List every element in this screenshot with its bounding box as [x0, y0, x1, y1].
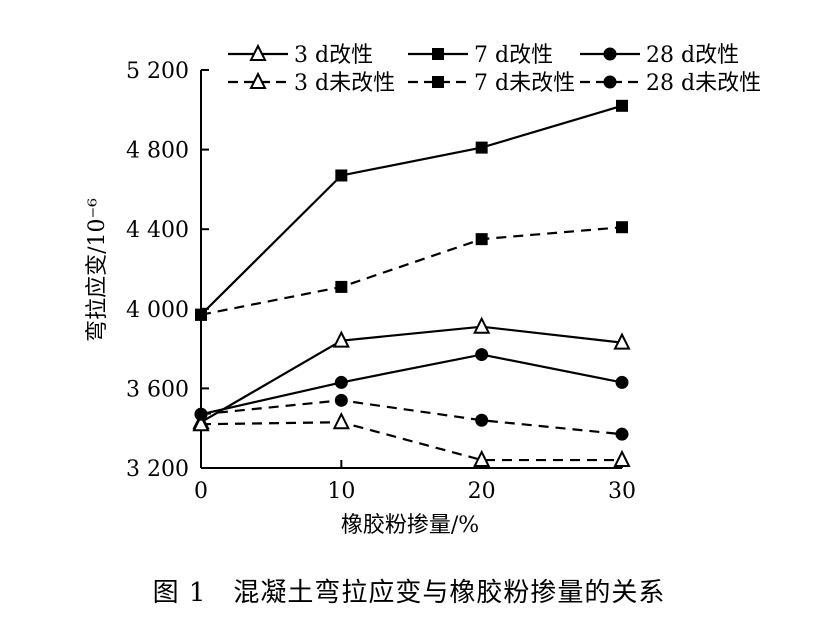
legend-marker — [603, 75, 617, 89]
series-line — [200, 325, 623, 424]
y-tick-label: 5 200 — [126, 59, 189, 84]
data-point — [613, 449, 631, 468]
data-point — [475, 233, 488, 246]
legend-entry: 3 d未改性 — [228, 71, 395, 96]
series-4 — [195, 221, 628, 321]
data-point — [192, 413, 210, 432]
axes: 3 200 3 600 4 000 4 400 4 800 5 200 0 10 20 30 — [126, 59, 636, 504]
data-point — [332, 411, 350, 430]
series-line — [200, 399, 623, 436]
legend-marker — [249, 43, 267, 61]
x-tick-label: 30 — [608, 479, 636, 504]
legend-label: 3 d未改性 — [294, 71, 395, 96]
legend-marker — [432, 76, 444, 88]
y-tick-label: 3 200 — [126, 457, 189, 482]
legend-label: 7 d未改性 — [474, 71, 575, 96]
x-tick-label: 0 — [194, 479, 208, 504]
series-0 — [192, 316, 631, 430]
data-point — [615, 427, 629, 441]
data-point — [475, 413, 489, 427]
y-tick-label: 4 000 — [126, 298, 189, 323]
data-point — [615, 375, 629, 389]
legend-marker — [432, 48, 444, 60]
legend-label: 28 d未改性 — [646, 71, 761, 96]
legend-entry: 3 d改性 — [228, 43, 373, 68]
x-tick-label: 20 — [468, 479, 496, 504]
y-tick-label: 4 800 — [126, 139, 189, 164]
data-point — [335, 280, 348, 293]
series-line — [200, 226, 623, 316]
series-1 — [195, 99, 628, 321]
series-line — [200, 104, 623, 316]
data-point — [332, 330, 350, 348]
legend-label: 28 d改性 — [646, 43, 739, 68]
data-point — [616, 221, 628, 234]
data-point — [194, 407, 208, 421]
data-point — [335, 169, 348, 182]
data-point — [475, 348, 489, 362]
series-line — [200, 353, 623, 416]
legend-entry: 28 d未改性 — [580, 71, 761, 96]
legend-entry: 28 d改性 — [580, 43, 739, 68]
data-point — [613, 332, 631, 350]
data-point — [475, 141, 488, 154]
legend-label: 7 d改性 — [474, 43, 553, 68]
legend-entry: 7 d改性 — [408, 43, 553, 68]
y-axis-title: 弯拉应变/10⁻⁶ — [85, 198, 110, 342]
data-point — [195, 308, 207, 321]
data-point — [473, 316, 491, 334]
series-3 — [192, 411, 631, 468]
figure-caption: 图 1 混凝土弯拉应变与橡胶粉掺量的关系 — [152, 578, 666, 608]
series-layer — [192, 99, 631, 468]
legend-marker — [249, 71, 267, 89]
data-point — [334, 375, 348, 389]
x-tick-label: 10 — [327, 479, 355, 504]
series-line — [200, 421, 622, 462]
data-point — [616, 99, 628, 112]
y-tick-label: 4 400 — [126, 218, 189, 243]
x-axis-title: 橡胶粉掺量/% — [341, 513, 479, 538]
legend-entry: 7 d未改性 — [408, 71, 575, 96]
data-point — [334, 393, 348, 407]
legend-marker — [603, 47, 617, 61]
data-point — [473, 449, 491, 468]
legend-label: 3 d改性 — [294, 43, 373, 68]
series-5 — [194, 393, 629, 441]
y-tick-label: 3 600 — [126, 377, 189, 402]
legend: 3 d改性 7 d改性 28 d改性 3 d未改性 7 d未改性 28 d未改性 — [228, 43, 761, 96]
